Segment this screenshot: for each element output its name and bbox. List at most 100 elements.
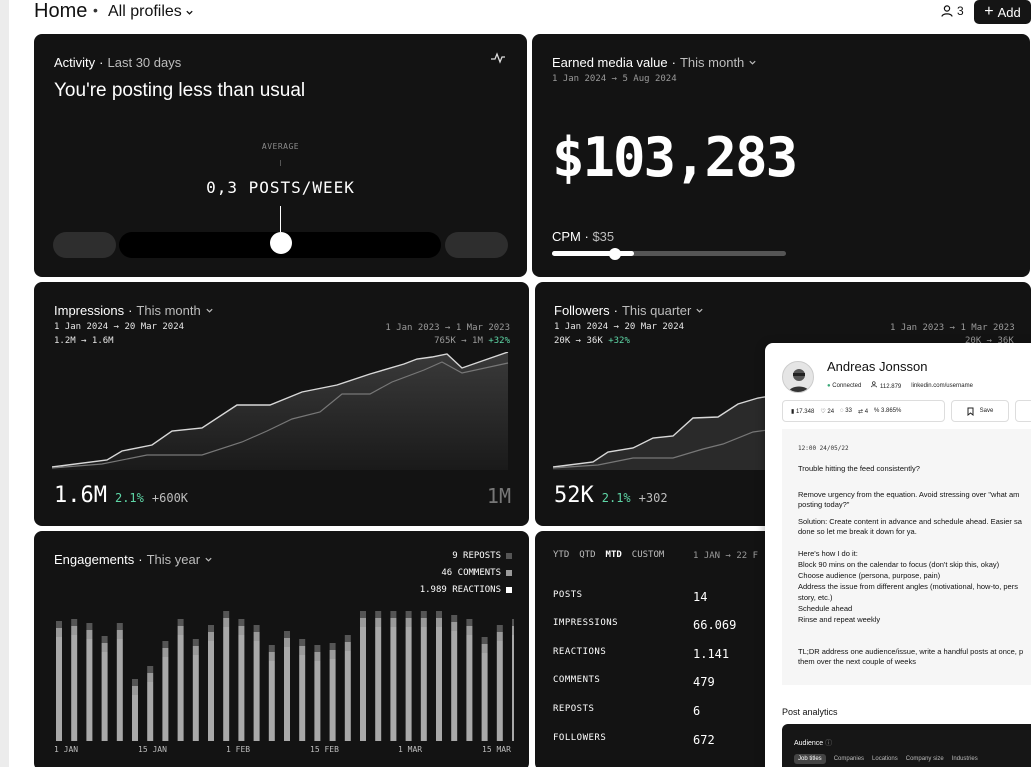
activity-range-high: [445, 232, 508, 258]
tab-qtd[interactable]: QTD: [579, 550, 596, 560]
post-analytics-title: Post analytics: [782, 707, 838, 717]
bar-comments: [253, 632, 260, 641]
stat-row: POSTS 14: [553, 590, 708, 604]
activity-title: Activity · Last 30 days: [54, 55, 182, 70]
bar-reactions: [56, 637, 62, 741]
reposts-metric: ⇄ 4: [857, 408, 869, 415]
earned-media-card: Earned media value · This month 1 Jan 2024…: [532, 34, 1030, 277]
audience-card: Audience ⓘ Job titles Companies Location…: [782, 724, 1031, 767]
users-icon: [870, 381, 878, 388]
bar-reactions: [390, 627, 397, 741]
tab-custom[interactable]: CUSTOM: [631, 550, 665, 560]
bookmark-icon: [967, 407, 974, 416]
bar-reposts: [481, 637, 488, 644]
tab-locations[interactable]: Locations: [872, 756, 898, 762]
impressions-title[interactable]: Impressions · This month: [54, 303, 214, 318]
bar-reposts: [253, 625, 260, 632]
post-line: Schedule ahead: [798, 604, 853, 613]
views-metric: ▮ 17.348: [791, 408, 815, 415]
tab-company-size[interactable]: Company size: [905, 756, 944, 762]
bar-comments: [284, 638, 290, 647]
stat-row: REPOSTS 6: [553, 704, 701, 718]
add-button[interactable]: + Add: [974, 0, 1031, 24]
bar-reposts: [86, 623, 93, 630]
cpm-slider-track[interactable]: [552, 251, 786, 256]
save-button[interactable]: Save: [951, 400, 1009, 422]
status-badge: ● Connected: [827, 382, 862, 389]
bar-reactions: [360, 627, 366, 741]
xtick-label: 15 MAR: [482, 745, 511, 754]
post-line: TL;DR address one audience/issue, write …: [798, 647, 1024, 656]
left-edge: [0, 0, 9, 767]
activity-pulse-icon[interactable]: [490, 52, 506, 64]
cpm-label: CPM · $35: [552, 229, 615, 244]
post-line: them over the next couple of weeks: [798, 657, 916, 666]
earned-amount: $103,283: [552, 126, 798, 189]
post-line: Solution: Create content in advance and …: [798, 517, 1022, 526]
bar-reactions: [253, 641, 260, 741]
bar-reposts: [329, 643, 336, 650]
post-line: Block 90 mins on the calendar to focus (…: [798, 560, 1000, 569]
activity-slider-knob[interactable]: [270, 232, 292, 254]
bar-comments: [238, 626, 245, 635]
user-icon: [941, 5, 953, 17]
average-label: AVERAGE: [261, 142, 300, 151]
engagements-chart: [56, 611, 514, 741]
activity-card: Activity · Last 30 days You're posting les…: [34, 34, 527, 277]
chevron-down-icon: [206, 308, 213, 313]
profile-link[interactable]: linkedin.com/username: [911, 382, 973, 389]
earned-title[interactable]: Earned media value · This month: [552, 55, 757, 70]
xtick-label: 1 MAR: [398, 745, 423, 754]
page-title: Home: [34, 0, 88, 22]
bar-reposts: [101, 636, 108, 643]
rate-metric: % 3.865%: [874, 408, 902, 414]
tab-industries[interactable]: Industries: [951, 756, 978, 762]
more-button[interactable]: [1015, 400, 1031, 422]
bar-comments: [56, 628, 62, 637]
bar-comments: [375, 618, 382, 627]
users-button[interactable]: 3: [940, 4, 964, 18]
users-count: 3: [957, 4, 964, 18]
followers-chart: [553, 393, 783, 470]
bar-reactions: [162, 657, 169, 741]
bar-comments: [344, 642, 351, 651]
chevron-down-icon: [205, 557, 212, 562]
engagements-title[interactable]: Engagements · This year: [54, 552, 213, 567]
bar-reposts: [512, 619, 514, 626]
impressions-values-prev: 765K → 1M +32%: [434, 336, 510, 346]
bar-reactions: [436, 627, 442, 741]
bar-comments: [177, 626, 184, 635]
average-tick: [280, 160, 281, 166]
xtick-label: 15 JAN: [138, 745, 167, 754]
bar-comments: [162, 648, 169, 657]
bar-reposts: [314, 645, 321, 652]
tab-job-titles[interactable]: Job titles: [794, 754, 826, 764]
bar-reactions: [147, 682, 154, 741]
bar-reactions: [71, 635, 78, 741]
bar-reposts: [466, 619, 473, 626]
tab-companies[interactable]: Companies: [833, 756, 865, 762]
cpm-slider-knob[interactable]: [609, 248, 621, 260]
engagements-card: Engagements · This year 9 REPOSTS 46 COMME…: [34, 531, 529, 767]
bar-comments: [466, 626, 473, 635]
impressions-total: 1.6M 2.1% +600K: [54, 483, 189, 508]
post-timestamp: 12:00 24/05/22: [798, 445, 849, 452]
bar-reactions: [420, 627, 427, 741]
author-name: Andreas Jonsson: [827, 359, 928, 374]
audience-title: Audience ⓘ: [794, 740, 833, 747]
stat-row: COMMENTS 479: [553, 675, 715, 689]
bar-reactions: [223, 627, 230, 741]
avatar: [782, 361, 814, 393]
bar-comments: [86, 630, 93, 639]
bar-comments: [116, 630, 123, 639]
plus-icon: +: [984, 3, 994, 20]
profiles-dropdown[interactable]: All profiles: [108, 3, 194, 21]
title-separator: •: [93, 2, 98, 18]
impressions-values-current: 1.2M → 1.6M: [54, 336, 114, 346]
tab-mtd[interactable]: MTD: [605, 550, 622, 560]
xtick-label: 15 FEB: [310, 745, 339, 754]
post-line: Choose audience (persona, purpose, pain): [798, 571, 941, 580]
followers-title[interactable]: Followers · This quarter: [554, 303, 704, 318]
tab-ytd[interactable]: YTD: [553, 550, 570, 560]
bar-comments: [329, 650, 336, 659]
